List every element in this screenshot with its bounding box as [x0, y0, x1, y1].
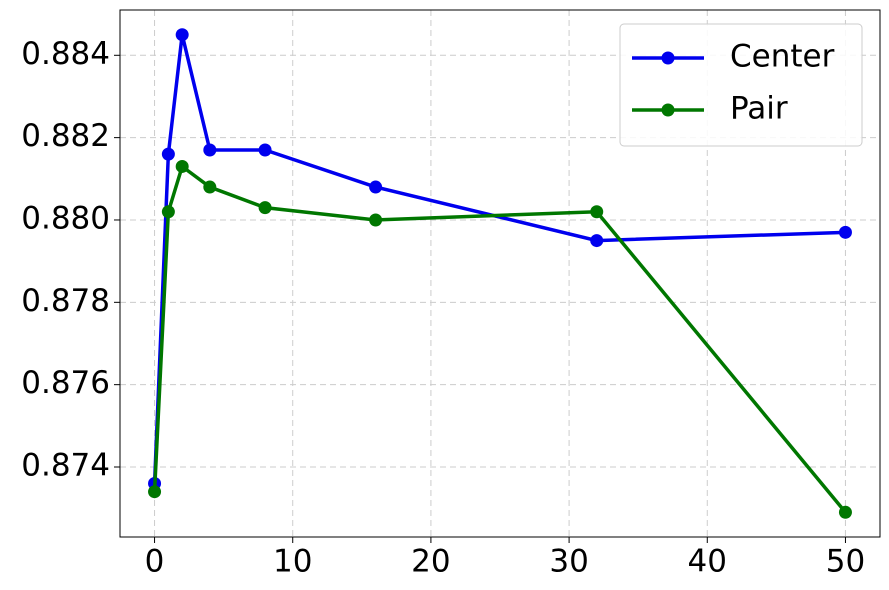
point — [175, 28, 189, 42]
x-tick-label: 10 — [273, 544, 312, 580]
legend-box — [619, 23, 863, 147]
point — [203, 180, 217, 194]
point — [258, 143, 272, 157]
x-tick-label: 30 — [549, 544, 588, 580]
y-tick-label: 0.878 — [21, 283, 110, 319]
y-tick-label: 0.882 — [21, 118, 110, 154]
point — [161, 147, 175, 161]
legend-label: Center — [730, 39, 835, 75]
y-tick-label: 0.884 — [21, 36, 110, 72]
point — [838, 225, 852, 239]
point — [148, 485, 162, 499]
x-tick-label: 50 — [826, 544, 865, 580]
legend-marker — [661, 103, 675, 117]
legend-marker — [661, 51, 675, 65]
legend-label: Pair — [730, 91, 788, 127]
point — [258, 201, 272, 215]
point — [175, 159, 189, 173]
point — [590, 205, 604, 219]
x-tick-label: 20 — [411, 544, 450, 580]
series-line — [152, 34, 846, 484]
point — [369, 213, 383, 227]
y-tick-label: 0.880 — [21, 200, 110, 236]
y-tick-label: 0.876 — [21, 365, 110, 401]
point — [838, 505, 852, 519]
x-tick-label: 0 — [145, 544, 165, 580]
point — [161, 205, 175, 219]
plot-frame — [119, 9, 881, 538]
point — [590, 234, 604, 248]
point — [203, 143, 217, 157]
x-tick-label: 40 — [688, 544, 727, 580]
series-line — [152, 163, 847, 514]
y-tick-label: 0.874 — [21, 448, 110, 484]
point — [369, 180, 383, 194]
